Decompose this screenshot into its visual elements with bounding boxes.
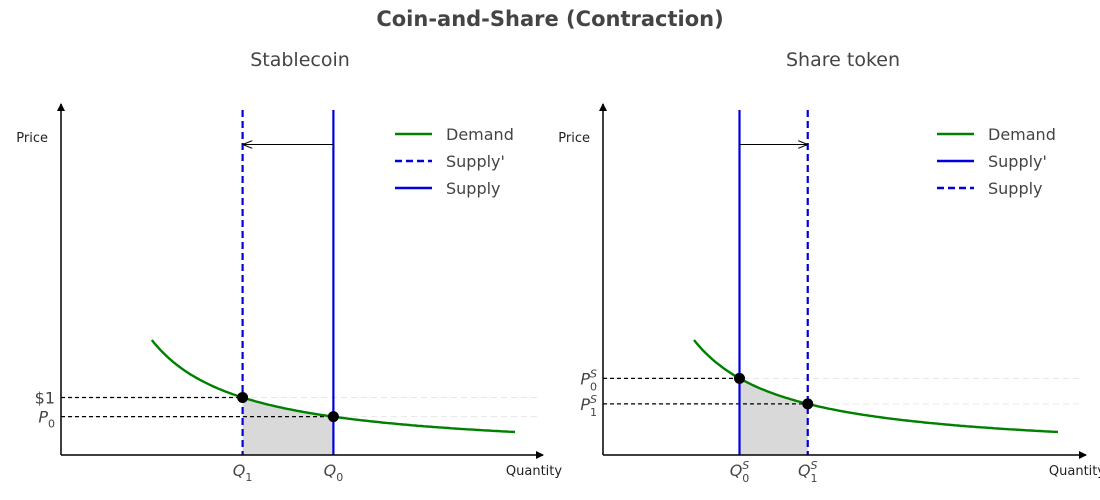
y-tick-label: PS 0 [580, 367, 597, 393]
x-tick-label: QS 0 [730, 459, 750, 485]
shaded-region [739, 378, 808, 455]
series-line-demand [693, 339, 1059, 434]
y-tick-label: PS 1 [580, 393, 597, 419]
x-tick-label: QS 1 [798, 459, 818, 485]
x-axis-label: Quantity [1049, 464, 1100, 479]
figure-suptitle: Coin-and-Share (Contraction) [376, 7, 723, 31]
legend-label: Supply [988, 179, 1043, 198]
equilibrium-point [734, 372, 745, 384]
panel-title: Share token [786, 49, 900, 71]
y-tick-label: $1 [35, 389, 55, 408]
legend-label: Supply [446, 179, 501, 198]
y-axis-label: Price [16, 131, 48, 146]
equilibrium-point [802, 398, 814, 410]
legend-label: Demand [446, 125, 514, 144]
y-axis-label: Price [558, 131, 590, 146]
chart-panel-1: Stablecoin Price Quantity $1P0 Q1 Q0 Demand Sup… [16, 49, 562, 484]
equilibrium-point [327, 411, 339, 423]
legend: Demand Supply' Supply [395, 125, 514, 198]
y-tick-label: P0 [38, 408, 55, 431]
legend-label: Demand [988, 125, 1056, 144]
x-tick-label: Q0 [324, 461, 344, 484]
panel-title: Stablecoin [250, 49, 350, 71]
x-axis-label: Quantity [506, 464, 562, 479]
legend-label: Supply' [446, 152, 505, 171]
shaded-region [242, 397, 334, 455]
chart-panel-2: Share token Price Quantity PS 0PS 1 QS 0 QS 1 Dema… [558, 49, 1100, 485]
legend-label: Supply' [988, 152, 1047, 171]
legend: Demand Supply' Supply [937, 125, 1056, 198]
x-tick-label: Q1 [233, 461, 253, 484]
equilibrium-point [237, 392, 249, 403]
